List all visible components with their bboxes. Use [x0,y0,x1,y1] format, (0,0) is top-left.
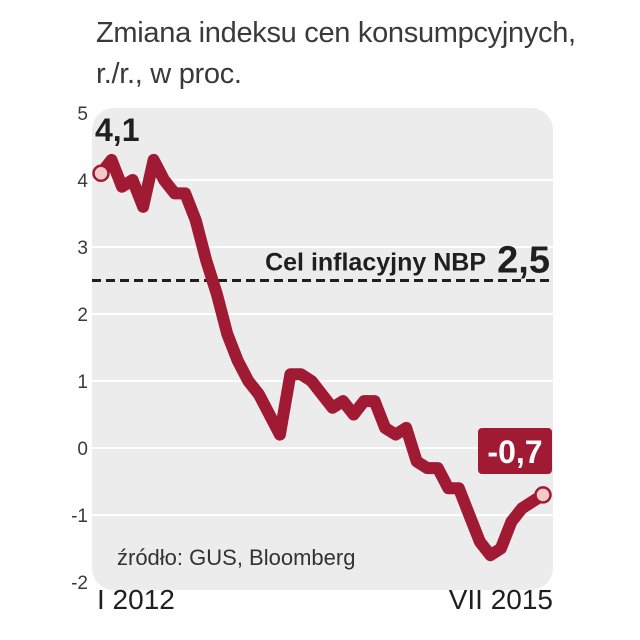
chart-title: Zmiana indeksu cen konsumpcyjnych, [96,17,576,49]
chart-subtitle: r./r., w proc. [96,58,242,90]
y-tick-label: 3 [77,238,88,259]
y-tick-label: 4 [77,171,88,192]
source-note: źródło: GUS, Bloomberg [117,545,355,570]
end-value-badge [478,428,552,474]
y-tick-label: 2 [77,305,88,326]
target-value-label: 2,5 [497,240,550,282]
y-axis-ticks: 5 4 3 2 1 0 -1 -2 [71,104,88,594]
x-tick-end: VII 2015 [449,584,553,615]
series-group [92,153,552,562]
y-tick-label: 0 [77,439,88,460]
y-tick-label: -2 [71,573,88,594]
x-tick-start: I 2012 [97,584,175,615]
y-tick-label: -1 [71,506,88,527]
y-tick-label: 5 [77,104,88,125]
series-line [95,153,549,562]
target-line-group: Cel inflacyjny NBP 2,5 [92,240,553,282]
end-point [534,486,552,504]
start-value-label: 4,1 [95,112,139,148]
end-value-label: -0,7 [487,434,542,470]
grid-lines [92,179,553,516]
start-point [92,164,110,183]
y-tick-label: 1 [77,372,88,393]
target-line-label: Cel inflacyjny NBP [265,249,486,277]
annotation-labels: 4,1 -0,7 [95,112,552,474]
